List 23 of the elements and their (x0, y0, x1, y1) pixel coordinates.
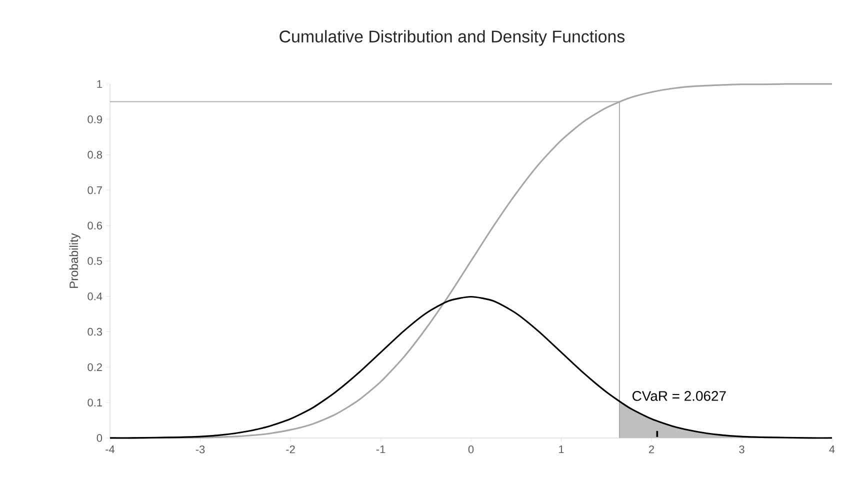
y-tick-label: 0.8 (88, 150, 102, 159)
y-tick-label: 0.9 (88, 116, 102, 124)
y-axis-title: Probability (69, 233, 80, 288)
y-tick-label: 0.7 (88, 186, 102, 194)
y-tick-label: 0.6 (88, 222, 102, 230)
y-tick-label: 0.5 (88, 257, 102, 265)
y-tick-label: 0.2 (88, 363, 102, 372)
y-tick-label: 0.1 (88, 398, 102, 406)
x-tick-label: 2 (649, 446, 654, 454)
y-tick-label: 1 (97, 80, 102, 88)
x-tick-label: -2 (286, 446, 295, 454)
y-tick-label: 0.3 (88, 328, 102, 336)
y-tick-label: 0.4 (88, 292, 102, 300)
x-tick-label: 1 (559, 446, 564, 454)
annotation: CVaR = 2.0627 (632, 391, 726, 401)
x-tick-label: -1 (376, 446, 386, 454)
y-tick-label: 0 (96, 434, 102, 442)
x-tick-label: 0 (468, 446, 474, 454)
x-tick-label: -4 (106, 446, 115, 454)
x-tick-label: 4 (829, 446, 835, 454)
chart-title: Cumulative Distribution and Density Functions (280, 30, 625, 46)
x-tick-label: 3 (739, 446, 744, 454)
x-tick-label: -3 (196, 446, 205, 454)
